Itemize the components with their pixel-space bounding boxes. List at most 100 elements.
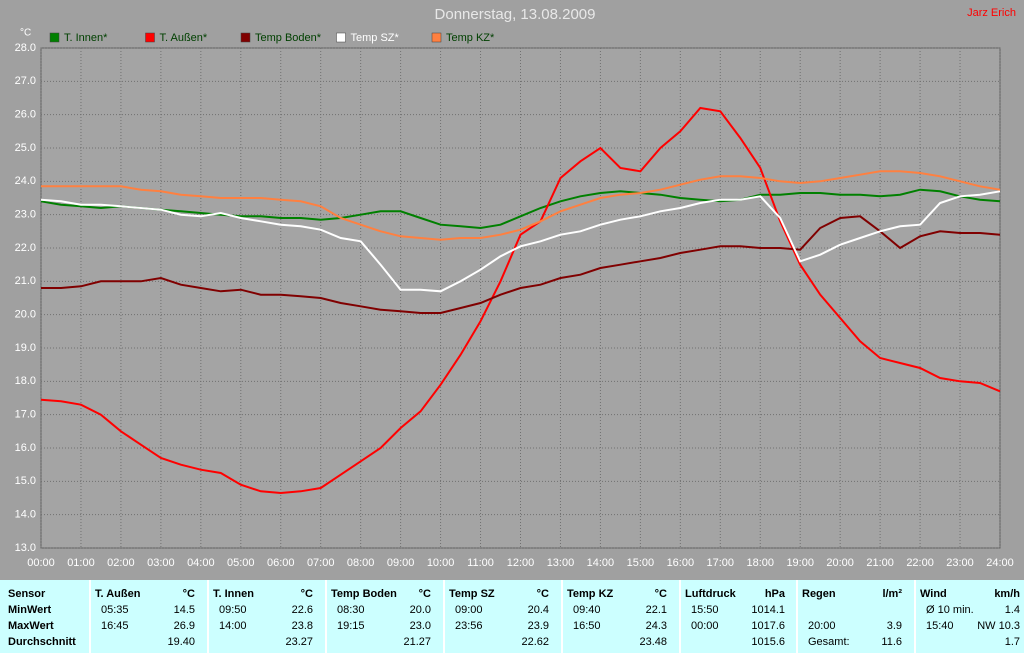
x-tick-label: 08:00 [347, 557, 375, 569]
table-header: Wind [920, 588, 947, 600]
x-tick-label: 18:00 [746, 557, 774, 569]
x-tick-label: 03:00 [147, 557, 175, 569]
x-tick-label: 17:00 [707, 557, 735, 569]
legend-swatch [431, 32, 442, 43]
x-tick-label: 15:00 [627, 557, 655, 569]
legend-label: T. Innen* [64, 32, 108, 44]
table-cell: 16:45 [101, 620, 129, 632]
x-tick-label: 22:00 [906, 557, 934, 569]
x-tick-label: 01:00 [67, 557, 95, 569]
table-unit: °C [537, 588, 549, 600]
table-cell: Ø 10 min. [926, 604, 974, 616]
y-tick-label: 24.0 [15, 175, 36, 187]
table-unit: °C [419, 588, 431, 600]
x-tick-label: 19:00 [786, 557, 814, 569]
table-cell: 1014.1 [751, 604, 785, 616]
y-tick-label: 16.0 [15, 442, 36, 454]
table-cell: 23:56 [455, 620, 483, 632]
y-unit: °C [20, 28, 31, 39]
y-tick-label: 19.0 [15, 342, 36, 354]
table-cell: 22.6 [292, 604, 313, 616]
table-header: Luftdruck [685, 588, 737, 600]
table-cell: 23.0 [410, 620, 431, 632]
table-cell: 20:00 [808, 620, 836, 632]
table-cell: 09:50 [219, 604, 247, 616]
y-tick-label: 28.0 [15, 42, 36, 54]
x-tick-label: 04:00 [187, 557, 215, 569]
table-cell: 11.6 [881, 636, 902, 648]
x-tick-label: 23:00 [946, 557, 974, 569]
table-header: Regen [802, 588, 836, 600]
table-header: Temp Boden [331, 588, 397, 600]
table-cell: 16:50 [573, 620, 601, 632]
legend-swatch [145, 32, 155, 43]
y-tick-label: 17.0 [15, 409, 36, 421]
x-tick-label: 06:00 [267, 557, 295, 569]
table-header: T. Innen [213, 588, 254, 600]
y-tick-label: 15.0 [15, 475, 36, 487]
table-cell: 15:40 [926, 620, 954, 632]
table-cell: 1015.6 [751, 636, 785, 648]
legend-swatch [240, 32, 251, 43]
table-unit: km/h [994, 588, 1020, 600]
series-line [40, 106, 1001, 495]
table-unit: °C [301, 588, 313, 600]
table-cell: 23.9 [528, 620, 549, 632]
x-tick-label: 02:00 [107, 557, 135, 569]
table-cell: 19.40 [167, 636, 195, 648]
y-tick-label: 18.0 [15, 375, 36, 387]
x-tick-label: 13:00 [547, 557, 575, 569]
table-cell: 23.27 [285, 636, 313, 648]
author: Jarz Erich [967, 7, 1016, 19]
x-tick-label: 05:00 [227, 557, 255, 569]
table-cell: 09:40 [573, 604, 601, 616]
x-tick-label: 10:00 [427, 557, 455, 569]
y-tick-label: 13.0 [15, 542, 36, 554]
y-tick-label: 22.0 [15, 242, 36, 254]
y-tick-label: 23.0 [15, 209, 36, 221]
table-header: Temp KZ [567, 588, 614, 600]
table-cell: 14.5 [174, 604, 195, 616]
x-tick-label: 07:00 [307, 557, 335, 569]
row-label: Durchschnitt [8, 636, 76, 648]
table-cell: 14:00 [219, 620, 247, 632]
table-cell: 22.1 [646, 604, 667, 616]
chart-title: Donnerstag, 13.08.2009 [435, 6, 596, 23]
y-tick-label: 20.0 [15, 309, 36, 321]
x-tick-label: 12:00 [507, 557, 535, 569]
table-cell: 15:50 [691, 604, 719, 616]
table-header: Temp SZ [449, 588, 495, 600]
x-tick-label: 11:00 [467, 557, 494, 569]
series-line [40, 188, 1001, 230]
table-cell: 23.48 [639, 636, 667, 648]
table-cell: 1.7 [1005, 636, 1020, 648]
y-tick-label: 21.0 [15, 275, 36, 287]
series-line [41, 215, 1001, 314]
table-cell: 1017.6 [751, 620, 785, 632]
table-cell: Gesamt: [808, 636, 850, 648]
table-cell: 00:00 [691, 620, 719, 632]
table-cell: 21.27 [403, 636, 431, 648]
x-tick-label: 09:00 [387, 557, 415, 569]
legend-label: Temp SZ* [351, 32, 400, 44]
table-cell: 20.4 [528, 604, 549, 616]
table-cell: 24.3 [646, 620, 667, 632]
legend-label: T. Außen* [160, 32, 208, 44]
y-tick-label: 14.0 [15, 509, 36, 521]
table-cell: 22.62 [521, 636, 549, 648]
x-tick-label: 20:00 [826, 557, 854, 569]
y-tick-label: 25.0 [15, 142, 36, 154]
x-tick-label: 21:00 [866, 557, 894, 569]
table-cell: 3.9 [887, 620, 902, 632]
legend-swatch [336, 32, 346, 43]
table-cell: 08:30 [337, 604, 365, 616]
table-cell: 05:35 [101, 604, 129, 616]
y-tick-label: 26.0 [15, 109, 36, 121]
table-unit: hPa [765, 588, 786, 600]
legend-swatch [49, 32, 60, 43]
legend-label: Temp Boden* [255, 32, 322, 44]
x-tick-label: 16:00 [667, 557, 695, 569]
table-cell: 20.0 [410, 604, 431, 616]
table-cell: NW 10.3 [977, 620, 1020, 632]
